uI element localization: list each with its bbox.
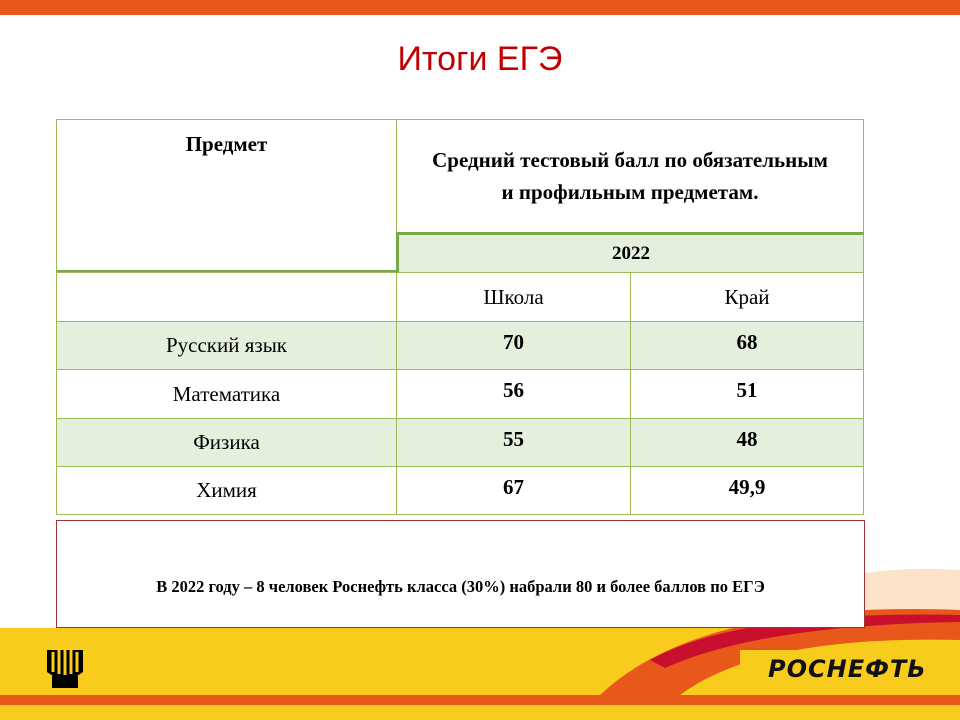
score-cell: 70 <box>396 321 631 370</box>
logo-text: РОСНЕФТЬ <box>768 655 927 683</box>
score-cell: 51 <box>630 369 864 419</box>
score-cell: 67 <box>396 466 631 515</box>
column-header: Край <box>630 272 864 322</box>
column-header: Школа <box>396 272 631 322</box>
empty-cell <box>56 272 397 322</box>
score-cell: 48 <box>630 418 864 467</box>
header-subject: Предмет <box>56 119 397 273</box>
header-year: 2022 <box>396 232 864 273</box>
score-cell: 55 <box>396 418 631 467</box>
score-cell: 56 <box>396 369 631 419</box>
subject-cell: Математика <box>56 369 397 419</box>
subject-cell: Химия <box>56 466 397 515</box>
header-metric: Средний тестовый балл по обязательным и … <box>396 119 864 233</box>
score-cell: 49,9 <box>630 466 864 515</box>
note: В 2022 году – 8 человек Роснефть класса … <box>56 520 865 628</box>
subject-cell: Физика <box>56 418 397 467</box>
score-cell: 68 <box>630 321 864 370</box>
subject-cell: Русский язык <box>56 321 397 370</box>
title: Итоги ЕГЭ <box>397 40 563 78</box>
